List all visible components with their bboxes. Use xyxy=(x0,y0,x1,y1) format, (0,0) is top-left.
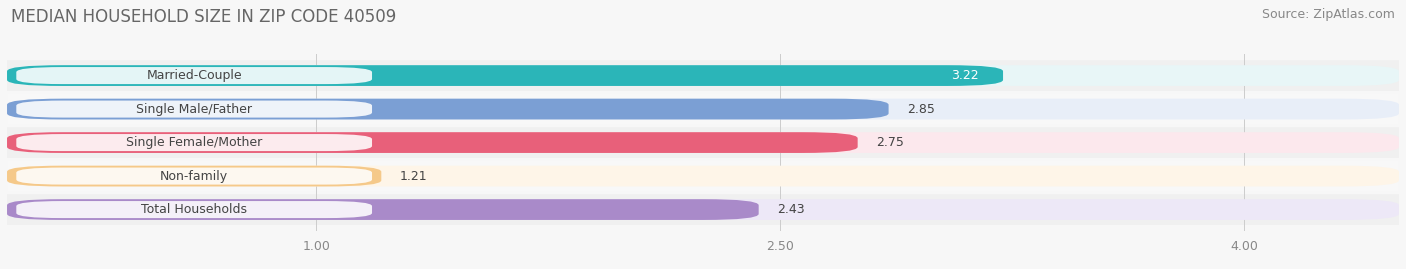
FancyBboxPatch shape xyxy=(7,194,1399,225)
FancyBboxPatch shape xyxy=(7,132,858,153)
FancyBboxPatch shape xyxy=(7,127,1399,158)
Text: Married-Couple: Married-Couple xyxy=(146,69,242,82)
Text: Non-family: Non-family xyxy=(160,169,228,183)
FancyBboxPatch shape xyxy=(7,166,1399,186)
Text: Total Households: Total Households xyxy=(141,203,247,216)
FancyBboxPatch shape xyxy=(7,65,1399,86)
FancyBboxPatch shape xyxy=(7,166,381,186)
Text: 2.85: 2.85 xyxy=(907,102,935,116)
FancyBboxPatch shape xyxy=(17,134,373,151)
Text: 1.21: 1.21 xyxy=(399,169,427,183)
Text: Single Female/Mother: Single Female/Mother xyxy=(127,136,263,149)
FancyBboxPatch shape xyxy=(7,199,1399,220)
FancyBboxPatch shape xyxy=(7,60,1399,91)
Text: 2.43: 2.43 xyxy=(778,203,804,216)
FancyBboxPatch shape xyxy=(7,199,759,220)
FancyBboxPatch shape xyxy=(7,99,889,119)
FancyBboxPatch shape xyxy=(7,132,1399,153)
FancyBboxPatch shape xyxy=(17,101,373,118)
FancyBboxPatch shape xyxy=(7,65,1002,86)
Text: Source: ZipAtlas.com: Source: ZipAtlas.com xyxy=(1261,8,1395,21)
Text: 3.22: 3.22 xyxy=(950,69,979,82)
FancyBboxPatch shape xyxy=(7,94,1399,125)
FancyBboxPatch shape xyxy=(17,201,373,218)
Text: Single Male/Father: Single Male/Father xyxy=(136,102,252,116)
FancyBboxPatch shape xyxy=(17,168,373,185)
Text: MEDIAN HOUSEHOLD SIZE IN ZIP CODE 40509: MEDIAN HOUSEHOLD SIZE IN ZIP CODE 40509 xyxy=(11,8,396,26)
Text: 2.75: 2.75 xyxy=(876,136,904,149)
FancyBboxPatch shape xyxy=(7,161,1399,192)
FancyBboxPatch shape xyxy=(17,67,373,84)
FancyBboxPatch shape xyxy=(7,99,1399,119)
